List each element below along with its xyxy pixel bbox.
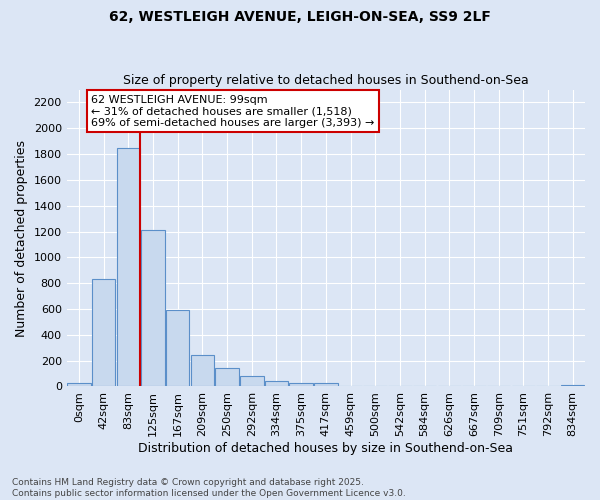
Bar — [67, 383, 91, 386]
Bar — [289, 383, 313, 386]
Bar — [240, 376, 263, 386]
Bar — [191, 355, 214, 386]
Title: Size of property relative to detached houses in Southend-on-Sea: Size of property relative to detached ho… — [123, 74, 529, 87]
X-axis label: Distribution of detached houses by size in Southend-on-Sea: Distribution of detached houses by size … — [139, 442, 514, 455]
Bar — [92, 280, 115, 386]
Text: 62 WESTLEIGH AVENUE: 99sqm
← 31% of detached houses are smaller (1,518)
69% of s: 62 WESTLEIGH AVENUE: 99sqm ← 31% of deta… — [91, 94, 375, 128]
Bar — [142, 230, 165, 386]
Bar — [116, 148, 140, 386]
Bar — [166, 310, 190, 386]
Bar — [265, 380, 288, 386]
Bar — [215, 368, 239, 386]
Y-axis label: Number of detached properties: Number of detached properties — [15, 140, 28, 336]
Text: 62, WESTLEIGH AVENUE, LEIGH-ON-SEA, SS9 2LF: 62, WESTLEIGH AVENUE, LEIGH-ON-SEA, SS9 … — [109, 10, 491, 24]
Text: Contains HM Land Registry data © Crown copyright and database right 2025.
Contai: Contains HM Land Registry data © Crown c… — [12, 478, 406, 498]
Bar — [314, 383, 338, 386]
